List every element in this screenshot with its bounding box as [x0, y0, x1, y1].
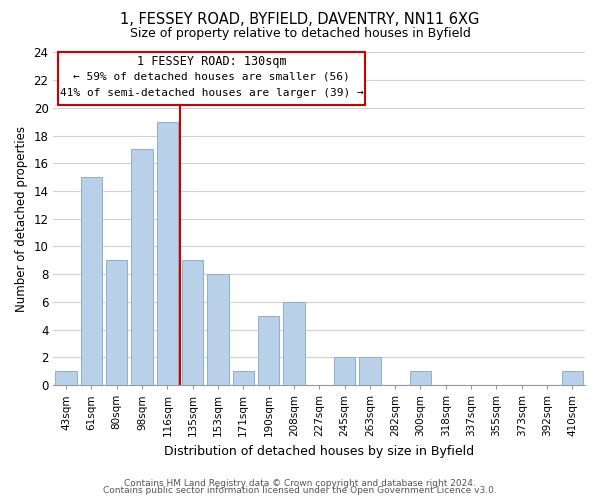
Bar	[233, 371, 254, 385]
Bar	[258, 316, 280, 385]
Bar	[131, 150, 153, 385]
Y-axis label: Number of detached properties: Number of detached properties	[15, 126, 28, 312]
Bar	[157, 122, 178, 385]
Bar	[359, 358, 380, 385]
Bar	[334, 358, 355, 385]
Text: ← 59% of detached houses are smaller (56): ← 59% of detached houses are smaller (56…	[73, 71, 350, 81]
X-axis label: Distribution of detached houses by size in Byfield: Distribution of detached houses by size …	[164, 444, 474, 458]
FancyBboxPatch shape	[58, 52, 365, 105]
Bar	[55, 371, 77, 385]
Bar	[182, 260, 203, 385]
Bar	[283, 302, 305, 385]
Bar	[207, 274, 229, 385]
Text: Contains HM Land Registry data © Crown copyright and database right 2024.: Contains HM Land Registry data © Crown c…	[124, 478, 476, 488]
Text: 1, FESSEY ROAD, BYFIELD, DAVENTRY, NN11 6XG: 1, FESSEY ROAD, BYFIELD, DAVENTRY, NN11 …	[121, 12, 479, 28]
Text: 1 FESSEY ROAD: 130sqm: 1 FESSEY ROAD: 130sqm	[137, 55, 286, 68]
Bar	[80, 177, 102, 385]
Text: 41% of semi-detached houses are larger (39) →: 41% of semi-detached houses are larger (…	[60, 88, 364, 98]
Text: Size of property relative to detached houses in Byfield: Size of property relative to detached ho…	[130, 28, 470, 40]
Bar	[106, 260, 127, 385]
Text: Contains public sector information licensed under the Open Government Licence v3: Contains public sector information licen…	[103, 486, 497, 495]
Bar	[410, 371, 431, 385]
Bar	[562, 371, 583, 385]
